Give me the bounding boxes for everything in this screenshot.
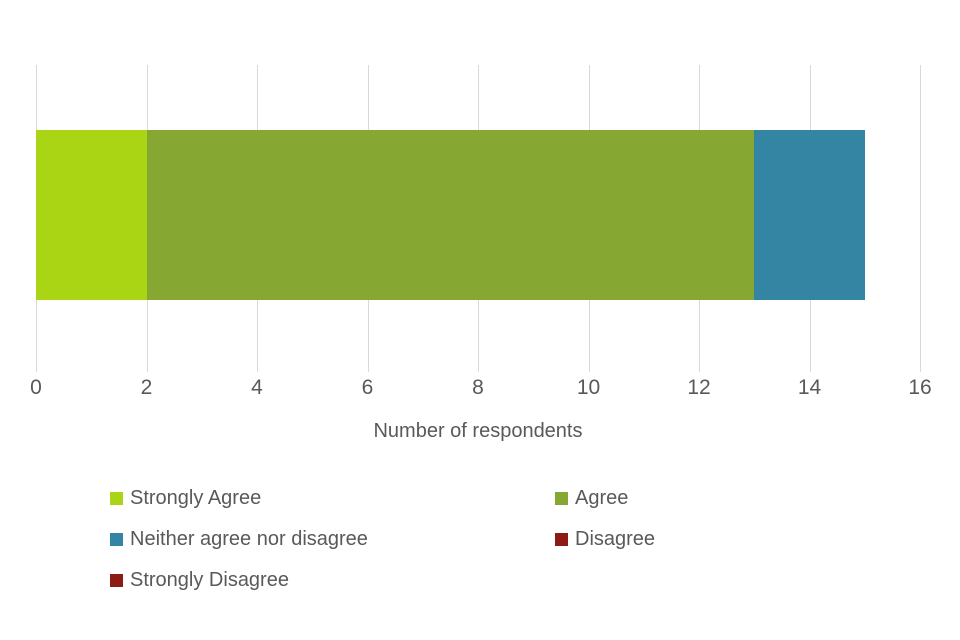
legend: Strongly Agree Agree Neither agree nor dis…	[110, 486, 850, 592]
bar-segment-strongly-agree	[36, 130, 147, 300]
legend-marker-strongly-disagree	[110, 573, 123, 587]
gridline-16	[920, 65, 921, 372]
legend-label-neither-agree-nor-disagree: Neither agree nor disagree	[130, 527, 368, 550]
legend-marker-strongly-agree	[110, 491, 123, 505]
legend-label-strongly-disagree: Strongly Disagree	[130, 568, 289, 591]
x-tick-6: 6	[361, 376, 374, 399]
x-tick-2: 2	[140, 376, 153, 399]
legend-label-agree: Agree	[575, 486, 629, 509]
x-tick-12: 12	[687, 376, 711, 399]
legend-item-disagree: Disagree	[555, 527, 850, 551]
legend-item-agree: Agree	[555, 486, 850, 510]
x-tick-14: 14	[797, 376, 822, 399]
x-tick-0: 0	[30, 376, 42, 399]
legend-label-strongly-agree: Strongly Agree	[130, 486, 262, 509]
legend-item-neither-agree-nor-disagree: Neither agree nor disagree	[110, 527, 555, 551]
x-tick-16: 16	[908, 376, 932, 399]
bar-segment-neither-agree-nor-disagree	[754, 130, 865, 300]
legend-marker-disagree	[555, 532, 568, 546]
legend-item-strongly-disagree: Strongly Disagree	[110, 568, 555, 592]
x-tick-8: 8	[472, 376, 484, 399]
stacked-bar	[36, 130, 920, 300]
legend-marker-neither-agree-nor-disagree	[110, 532, 123, 546]
bar-segment-agree	[146, 130, 755, 300]
plot-area	[36, 65, 921, 372]
legend-marker-agree	[555, 491, 568, 505]
x-tick-10: 10	[576, 376, 601, 399]
x-tick-4: 4	[251, 376, 263, 399]
x-axis-ticks: 0 2 4 6 8 10 12 14 16	[30, 376, 932, 404]
legend-item-strongly-agree: Strongly Agree	[110, 486, 555, 510]
x-axis-label: Number of respondents	[373, 420, 583, 442]
legend-label-disagree: Disagree	[575, 527, 656, 550]
